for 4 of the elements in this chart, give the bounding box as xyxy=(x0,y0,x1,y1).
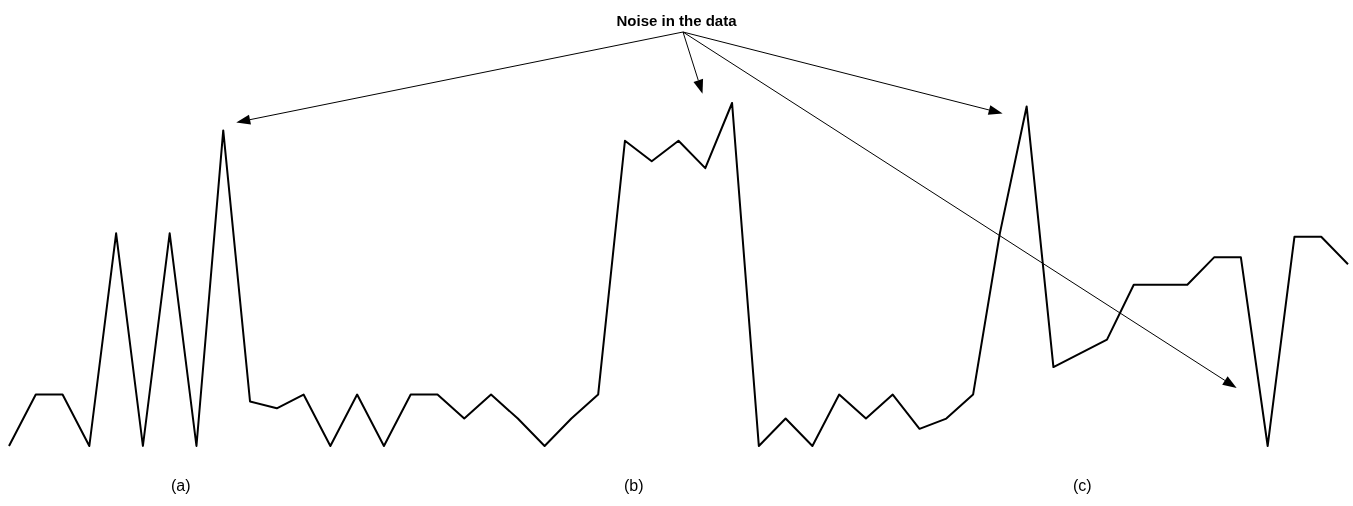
chart-title: Noise in the data xyxy=(616,12,738,29)
text: (b) xyxy=(624,476,644,494)
text: (a) xyxy=(171,476,191,494)
text: (c) xyxy=(1073,476,1092,494)
